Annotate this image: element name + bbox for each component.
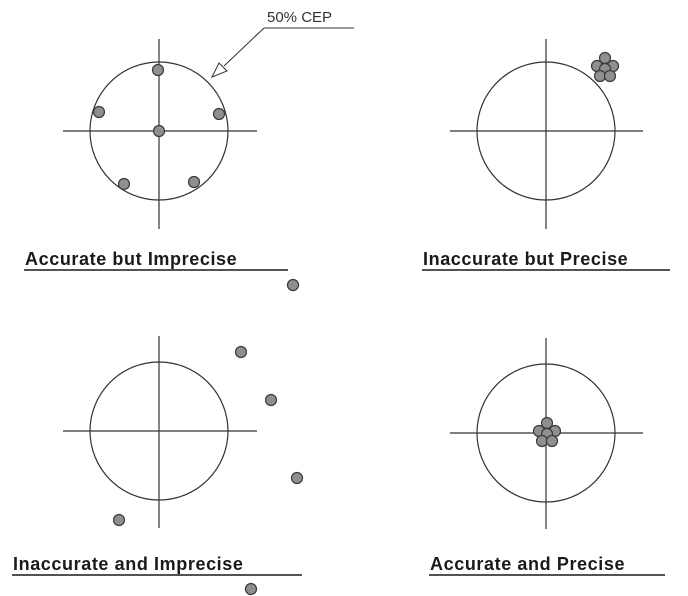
panel-label-accurate-precise: Accurate and Precise — [429, 554, 665, 576]
shot-dot — [152, 124, 166, 138]
shot-dot — [290, 471, 304, 485]
shot-dot — [264, 393, 278, 407]
shot-dot — [603, 69, 617, 83]
label-accurate-precise: Accurate and Precise — [430, 554, 625, 574]
shot-group — [112, 278, 304, 596]
cep-callout: 50% CEP — [210, 9, 354, 78]
shot-group — [532, 416, 562, 448]
shot-dot — [187, 175, 201, 189]
panel-label-inaccurate-precise: Inaccurate but Precise — [422, 249, 670, 271]
shot-dot — [234, 345, 248, 359]
shot-dot — [212, 107, 226, 121]
label-inaccurate-precise: Inaccurate but Precise — [423, 249, 628, 269]
shot-dot — [112, 513, 126, 527]
target-accurate-imprecise — [63, 39, 257, 229]
shot-dot — [244, 582, 258, 596]
panel-label-accurate-imprecise: Accurate but Imprecise — [24, 249, 288, 271]
shot-dot — [151, 63, 165, 77]
shot-dot — [117, 177, 131, 191]
cep-callout-label: 50% CEP — [267, 9, 332, 26]
shot-dot — [593, 69, 607, 83]
shot-dot — [535, 434, 549, 448]
label-accurate-imprecise: Accurate but Imprecise — [25, 249, 237, 269]
panel-label-inaccurate-imprecise: Inaccurate and Imprecise — [12, 554, 302, 576]
shot-dot — [545, 434, 559, 448]
label-inaccurate-imprecise: Inaccurate and Imprecise — [13, 554, 244, 574]
target-accurate-precise — [450, 338, 643, 529]
target-inaccurate-imprecise — [63, 278, 304, 596]
cep-callout-leader — [223, 27, 265, 67]
target-inaccurate-precise — [450, 39, 643, 229]
cep-callout-arrowhead — [210, 62, 228, 78]
shot-dot — [286, 278, 300, 292]
shot-group — [92, 63, 226, 191]
shot-dot — [92, 105, 106, 119]
shot-group — [590, 51, 620, 83]
